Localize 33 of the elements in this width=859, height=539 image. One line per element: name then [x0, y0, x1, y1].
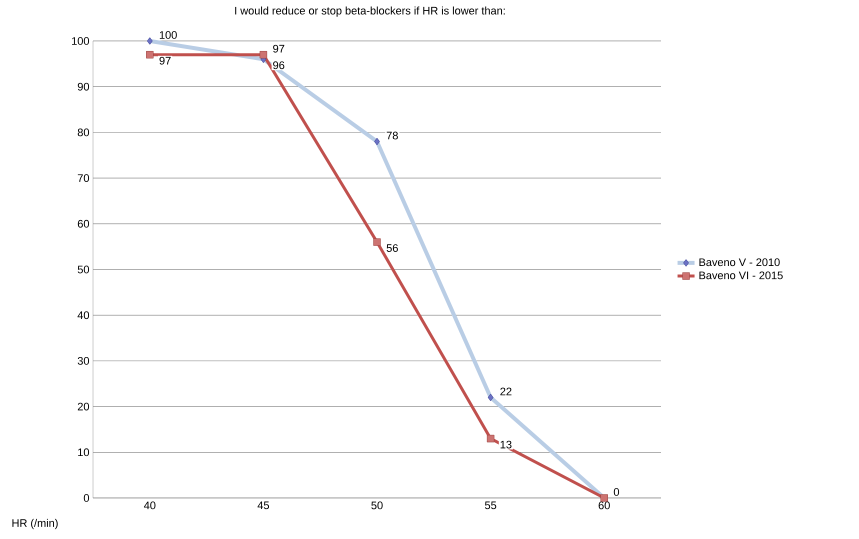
legend-label: Baveno V - 2010 — [699, 258, 780, 266]
y-tick-label: 40 — [78, 311, 90, 320]
data-label: 96 — [273, 61, 284, 70]
chart-title: I would reduce or stop beta-blockers if HR is lower than: — [235, 6, 505, 17]
x-tick-label: 50 — [371, 502, 383, 510]
x-axis-title: HR (/min) — [12, 518, 58, 530]
x-tick-label: 40 — [144, 502, 156, 510]
point — [373, 238, 381, 246]
point — [486, 434, 494, 442]
data-label: 0 — [614, 488, 620, 496]
legend-label: Baveno VI - 2015 — [699, 271, 783, 280]
data-label: 100 — [160, 31, 177, 39]
y-tick-label: 10 — [78, 448, 90, 456]
data-label: 56 — [386, 244, 398, 252]
x-tick-label: 45 — [258, 502, 270, 510]
y-tick-label: 80 — [78, 128, 90, 136]
data-label: 97 — [160, 56, 171, 65]
data-label: 97 — [273, 44, 284, 53]
y-tick-label: 70 — [78, 174, 90, 182]
point — [260, 50, 268, 58]
y-tick-label: 60 — [78, 220, 90, 228]
y-tick-label: 20 — [78, 402, 90, 410]
y-tick-label: 30 — [78, 357, 90, 365]
y-tick-label: 50 — [78, 266, 90, 274]
y-tick-label: 100 — [72, 37, 90, 45]
x-tick-label: 55 — [484, 502, 496, 510]
y-tick-label: 0 — [84, 494, 90, 502]
data-label: 22 — [500, 388, 512, 396]
data-label: 13 — [500, 440, 512, 448]
point — [146, 50, 154, 58]
data-label: 78 — [386, 132, 398, 140]
x-tick-label: 60 — [598, 502, 610, 510]
y-tick-label: 90 — [78, 82, 90, 91]
